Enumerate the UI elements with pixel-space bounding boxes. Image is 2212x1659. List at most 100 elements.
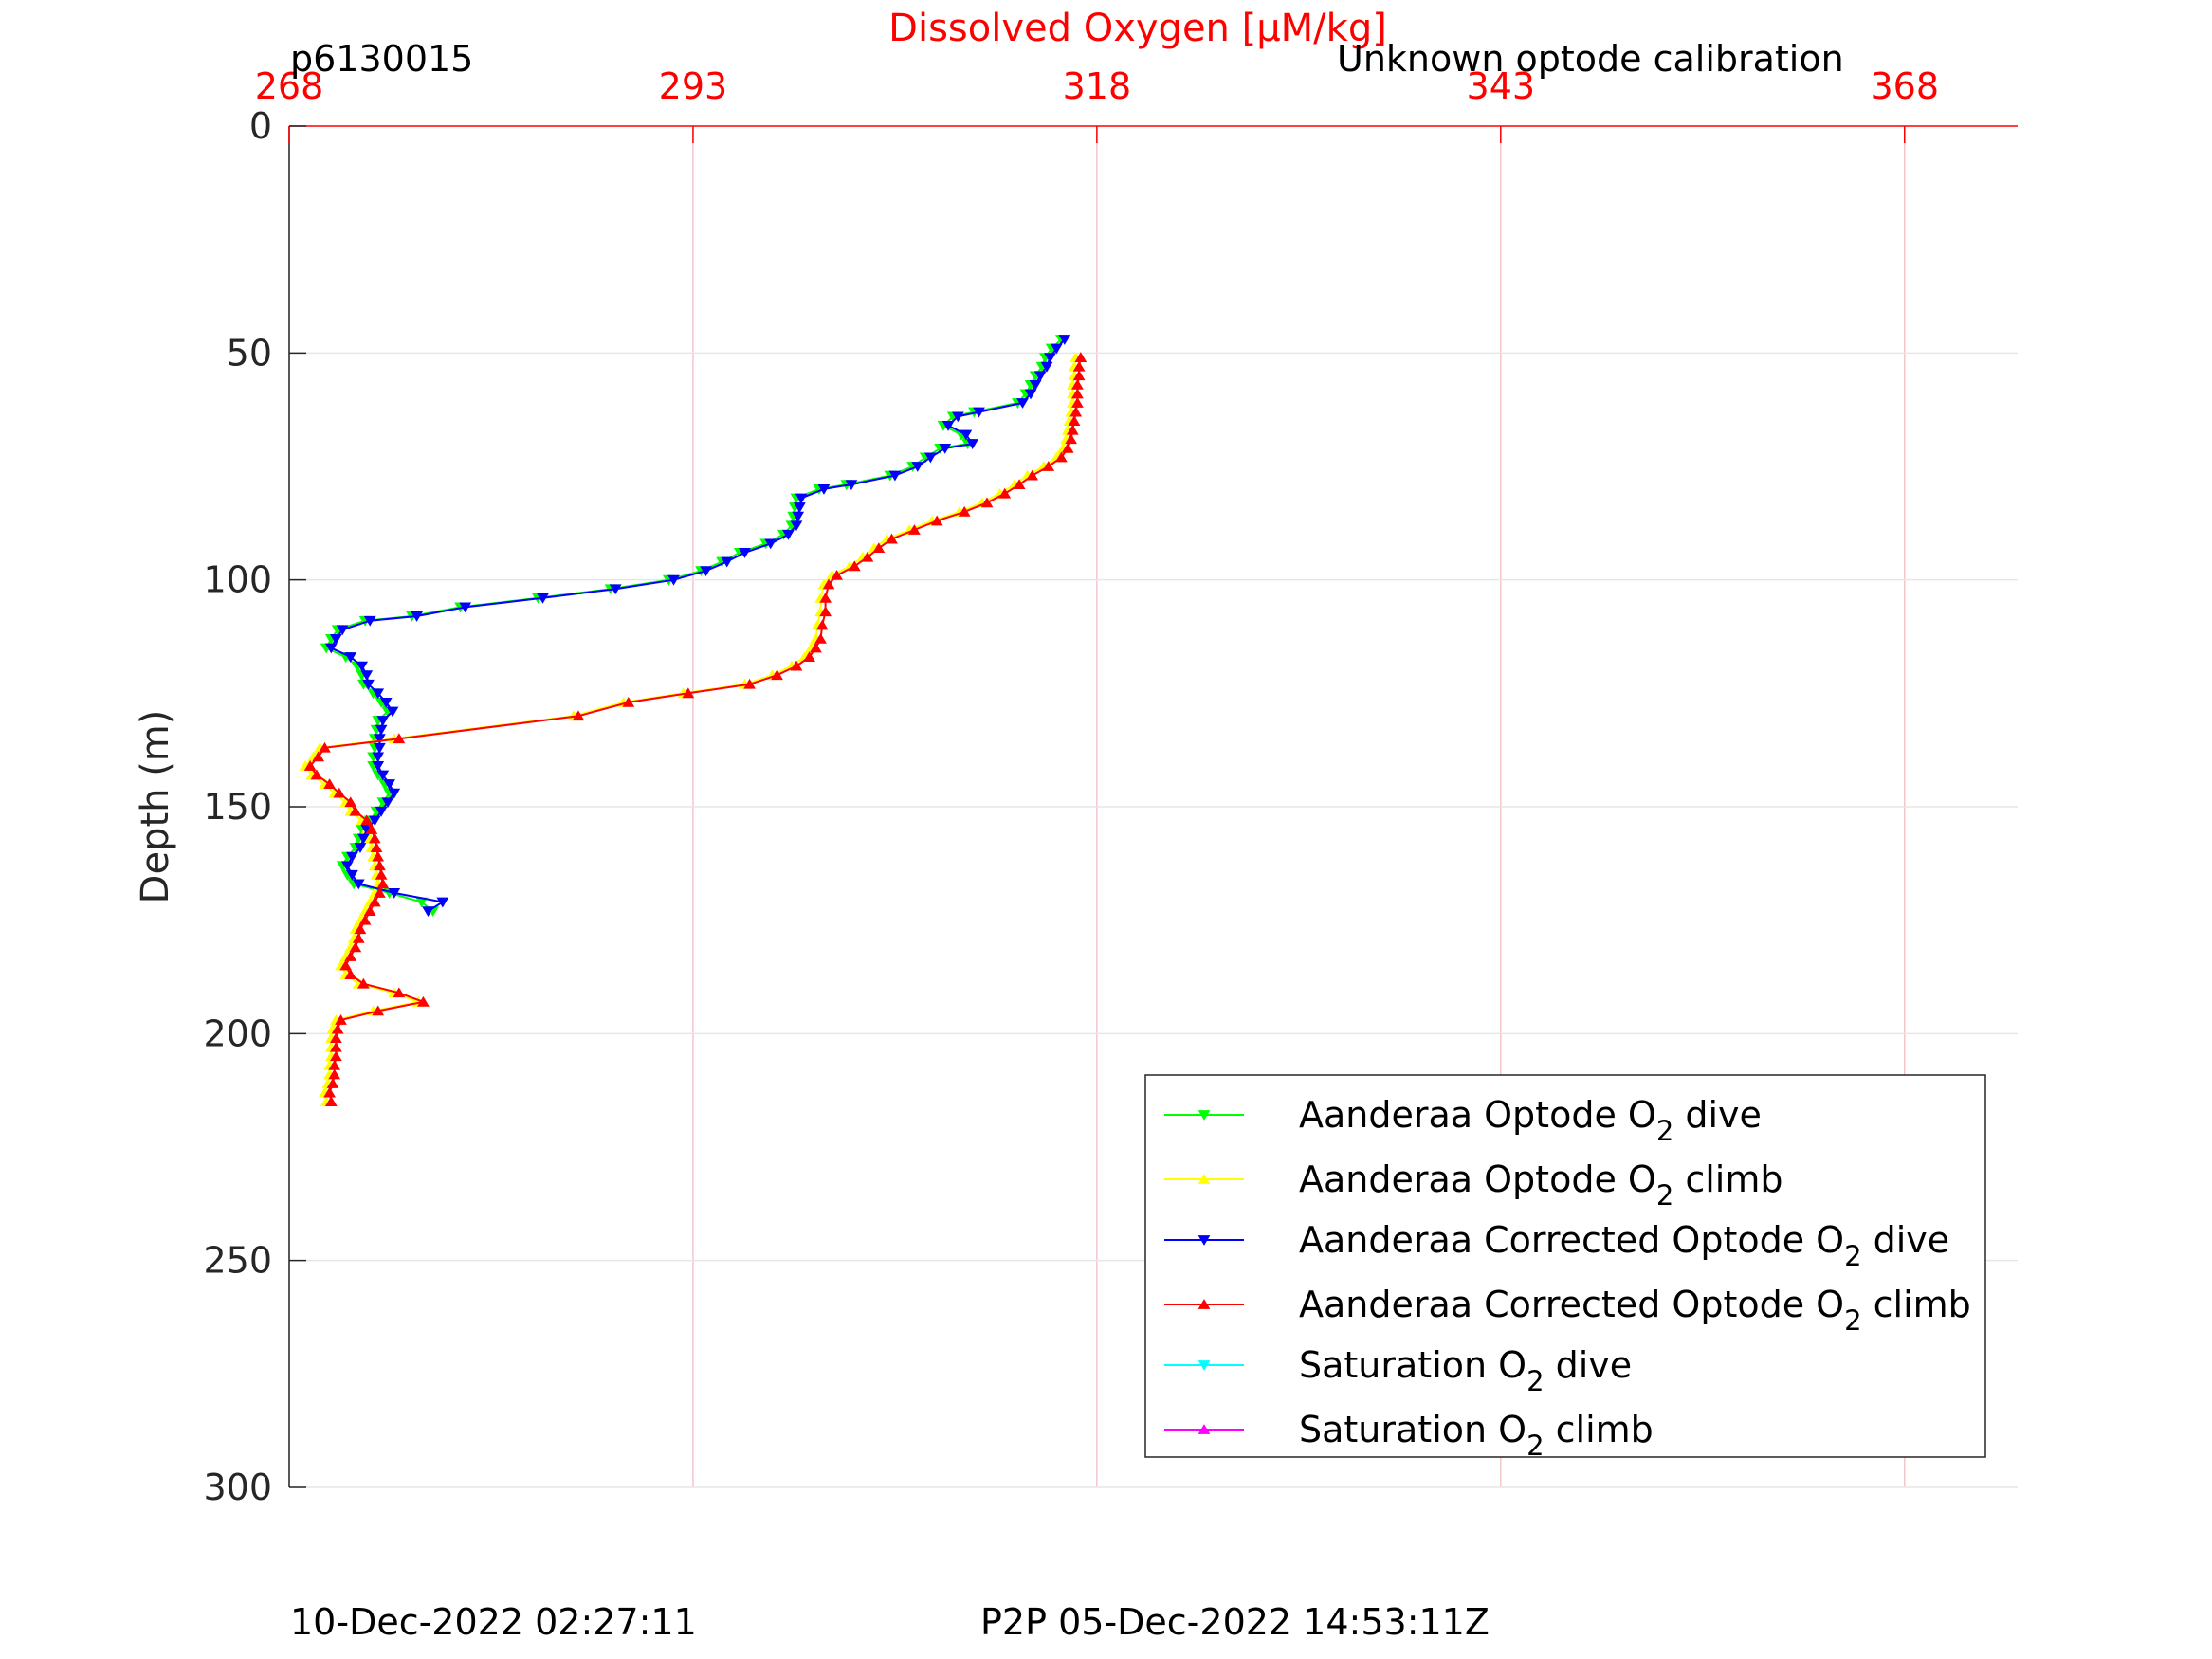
data-point	[980, 497, 994, 508]
y-tick-label: 100	[203, 559, 272, 601]
data-point	[372, 1005, 385, 1016]
data-point	[374, 887, 386, 898]
data-point	[368, 896, 381, 907]
calibration-label: Unknown optode calibration	[1337, 38, 1844, 80]
legend-entry: Aanderaa Optode O2 climb	[1164, 1158, 1783, 1212]
data-point	[365, 823, 378, 834]
data-point	[354, 843, 367, 854]
data-point	[739, 548, 751, 558]
legend-label-subscript: 2	[1656, 1179, 1673, 1212]
data-point	[344, 652, 357, 663]
data-point	[1026, 469, 1039, 481]
data-point	[973, 407, 985, 418]
data-point	[328, 1068, 341, 1080]
y-tick-labels: 0 50 100 150 200 250 300	[203, 105, 306, 1508]
x-tick-label: 318	[1063, 65, 1132, 107]
legend-label: Aanderaa Optode O2 dive	[1299, 1094, 1762, 1147]
data-point	[1069, 406, 1083, 417]
y-tick-label: 0	[249, 105, 272, 147]
legend-label-main: Saturation O	[1299, 1409, 1526, 1450]
data-point	[667, 574, 680, 586]
data-point	[792, 511, 805, 522]
data-point	[422, 906, 434, 918]
data-point	[349, 941, 362, 953]
data-point	[1065, 433, 1077, 445]
legend-label-main: Aanderaa Optode O	[1299, 1094, 1656, 1136]
data-point	[819, 606, 832, 617]
data-point	[958, 505, 971, 517]
data-point	[336, 625, 349, 636]
data-point	[376, 878, 390, 889]
y-grid-lines	[289, 352, 2018, 1488]
data-point	[374, 742, 386, 754]
data-point	[344, 796, 357, 808]
data-point	[368, 832, 381, 844]
legend-label-subscript: 2	[1656, 1115, 1673, 1147]
y-axis-label: Depth (m)	[134, 710, 177, 904]
data-point	[819, 592, 832, 603]
data-point	[1061, 442, 1074, 453]
legend-label: Saturation O2 climb	[1299, 1409, 1654, 1462]
footer-timestamp: 10-Dec-2022 02:27:11	[290, 1601, 697, 1643]
legend-label-suffix: climb	[1673, 1158, 1782, 1200]
legend-label: Aanderaa Corrected Optode O2 climb	[1299, 1284, 1971, 1337]
data-point	[966, 439, 979, 450]
data-point	[803, 651, 815, 662]
data-point	[374, 734, 386, 745]
data-point	[356, 977, 370, 989]
data-point	[572, 710, 585, 721]
legend-swatch-marker	[1197, 1299, 1211, 1309]
legend-label-subscript: 2	[1526, 1365, 1544, 1397]
data-point	[951, 411, 964, 423]
footer-p2p: P2P 05-Dec-2022 14:53:11Z	[980, 1601, 1490, 1643]
series-4	[303, 352, 1088, 1107]
legend-entry: Aanderaa Corrected Optode O2 dive	[1164, 1219, 1949, 1272]
data-point	[1071, 388, 1084, 399]
legend-label-main: Aanderaa Corrected Optode O	[1299, 1219, 1844, 1261]
data-point	[368, 815, 381, 827]
legend-label: Aanderaa Optode O2 climb	[1299, 1158, 1783, 1212]
data-point	[323, 778, 336, 789]
data-point	[372, 752, 385, 763]
data-point	[795, 493, 808, 504]
data-point	[386, 706, 399, 718]
data-point	[330, 1050, 342, 1062]
data-point	[436, 897, 449, 908]
data-point	[417, 995, 430, 1007]
data-point	[331, 1023, 344, 1034]
data-point	[375, 806, 388, 817]
data-point	[622, 696, 635, 707]
data-point	[764, 538, 777, 550]
data-point	[344, 969, 357, 980]
data-point	[998, 487, 1012, 499]
data-point	[794, 502, 806, 514]
data-point	[344, 951, 357, 961]
y-tick-label: 250	[203, 1240, 272, 1282]
data-point	[372, 688, 385, 700]
data-point	[771, 669, 783, 681]
data-point	[326, 1078, 339, 1088]
legend-swatch-marker	[1197, 1424, 1211, 1434]
data-point	[319, 741, 331, 753]
data-point	[358, 914, 372, 925]
data-point	[356, 833, 370, 845]
data-point	[886, 533, 898, 544]
data-point	[379, 698, 393, 708]
data-point	[375, 868, 388, 880]
data-point	[960, 429, 973, 441]
data-point	[682, 687, 695, 699]
data-point	[1055, 451, 1068, 463]
data-point	[349, 805, 362, 816]
data-point	[815, 619, 829, 630]
legend-swatch-marker	[1197, 1235, 1211, 1246]
data-point	[330, 1032, 342, 1044]
legend-entry: Aanderaa Optode O2 dive	[1164, 1094, 1762, 1147]
data-point	[330, 1041, 342, 1052]
data-point	[930, 515, 943, 526]
data-point	[330, 633, 342, 645]
data-point	[333, 787, 346, 798]
legend-swatch-marker	[1197, 1174, 1211, 1184]
legend-label-main: Aanderaa Corrected Optode O	[1299, 1284, 1844, 1325]
data-point	[356, 661, 369, 672]
